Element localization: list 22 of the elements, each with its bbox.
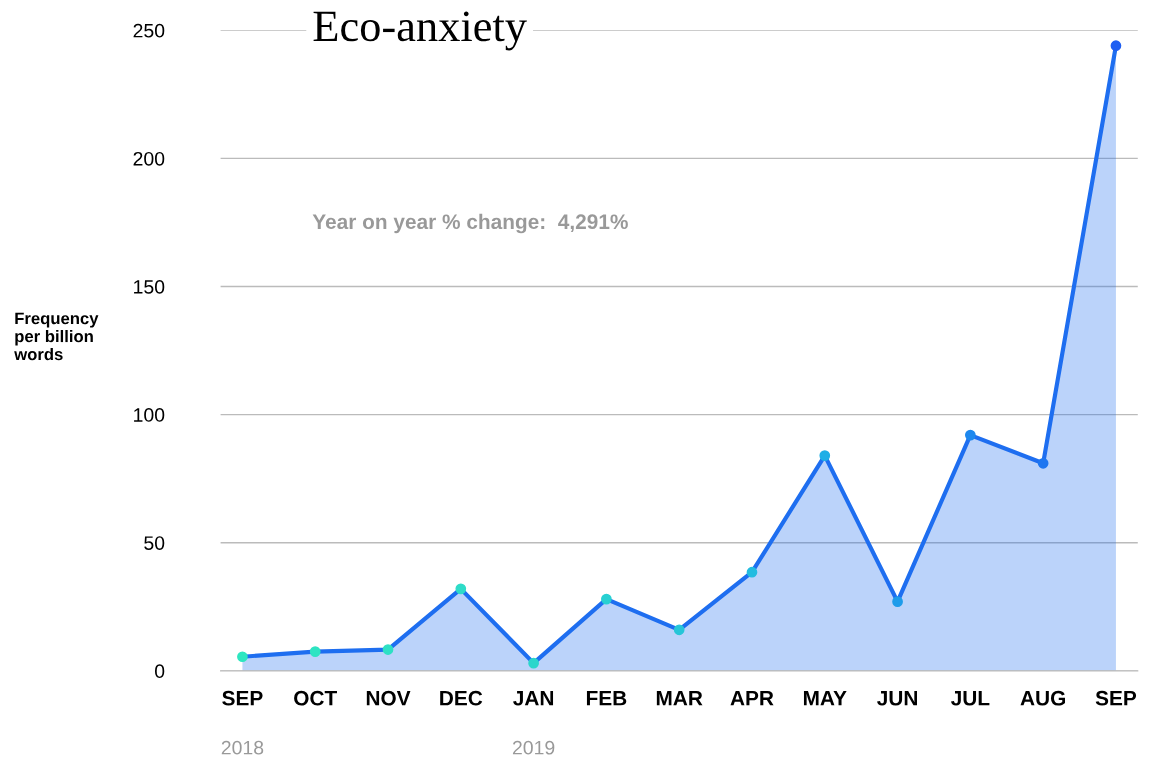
x-tick-label: JUL [950, 691, 990, 706]
y-tick-label: 100 [134, 408, 165, 422]
x-tick-label: NOV [366, 690, 411, 706]
x-tick-label: SEP [1095, 690, 1137, 706]
y-tick-label: 0 [154, 664, 165, 679]
x-tick-label: MAY [803, 691, 847, 706]
y-tick-label: 50 [144, 536, 165, 550]
annotation: Year on year % change: 4,291% [312, 213, 628, 234]
x-tick-label: AUG [1020, 690, 1065, 706]
y-tick-label: 250 [133, 23, 165, 38]
x-tick-label: APR [730, 691, 774, 706]
x-tick-label: JUN [877, 691, 917, 706]
y-tick-label: 150 [134, 279, 165, 294]
y-axis-title: Frequency per billion words [14, 312, 99, 361]
x-tick-label: FEB [586, 691, 627, 706]
x-tick-label: DEC [440, 690, 483, 706]
y-tick-label: 200 [133, 151, 165, 166]
chart-title: Eco-anxiety [313, 11, 527, 51]
x-tick-label: MAR [656, 691, 703, 706]
category-label: JAN 2019 [512, 691, 555, 755]
category-label: SEP 2018 [221, 690, 264, 755]
x-tick-label: OCT [294, 690, 337, 706]
